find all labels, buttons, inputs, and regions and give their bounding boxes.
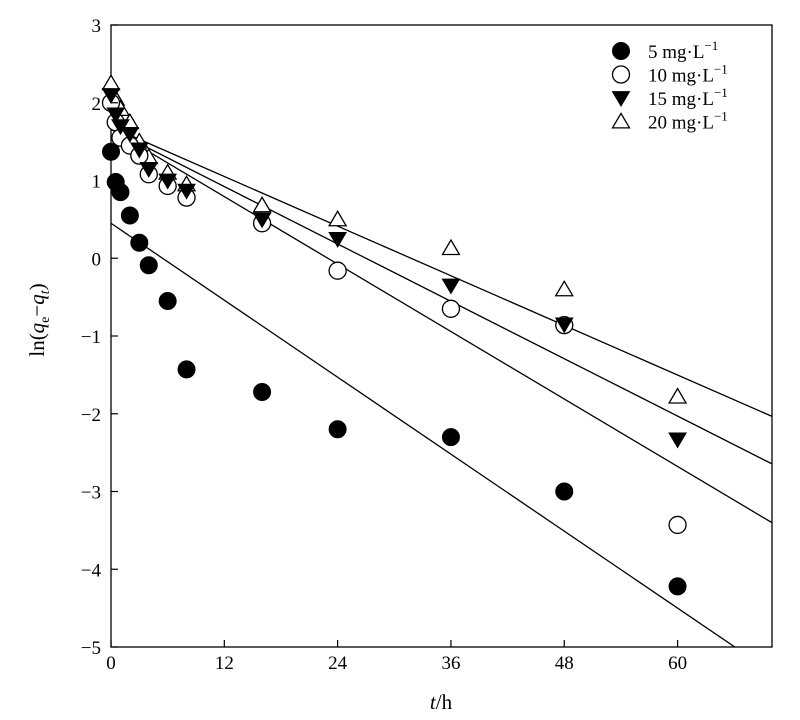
legend-label: 20 mg·L−1: [648, 109, 728, 134]
data-point-filled-triangle: [252, 212, 272, 229]
fit-line: [111, 128, 772, 465]
data-point-open-circle: [441, 299, 461, 318]
y-axis-title: ln(qe−qt): [25, 283, 53, 356]
data-point-filled-circle: [102, 142, 120, 161]
data-point-open-triangle: [554, 279, 574, 297]
data-point-filled-triangle: [129, 142, 149, 159]
data-point-open-triangle: [327, 210, 348, 227]
data-point-filled-circle: [111, 183, 130, 202]
data-point-filled-triangle: [611, 91, 631, 108]
fit-line: [111, 222, 736, 647]
data-point-open-triangle: [252, 196, 272, 213]
fit-line: [111, 126, 772, 417]
data-point-filled-circle: [120, 206, 139, 225]
data-point-open-triangle: [611, 112, 631, 129]
x-tick-label: 60: [668, 653, 687, 674]
y-tick-label: −2: [81, 405, 101, 426]
data-point-filled-circle: [555, 482, 574, 501]
y-tick-label: 3: [92, 16, 102, 37]
data-point-open-triangle: [667, 387, 688, 404]
data-point-filled-circle: [139, 256, 158, 275]
data-point-filled-circle: [158, 292, 177, 311]
fit-lines: [111, 126, 772, 647]
y-tick-label: −5: [81, 638, 101, 659]
y-tick-label: −3: [81, 483, 101, 504]
data-point-filled-triangle: [441, 278, 461, 295]
x-tick-label: 24: [328, 653, 348, 674]
data-point-filled-circle: [328, 420, 347, 439]
data-point-open-triangle: [101, 73, 121, 91]
data-point-filled-circle: [130, 233, 149, 252]
x-tick-label: 0: [106, 653, 116, 674]
legend-label: 10 mg·L−1: [648, 62, 728, 87]
data-point-filled-triangle: [668, 432, 687, 449]
data-point-filled-triangle: [111, 119, 130, 136]
data-point-filled-circle: [177, 360, 196, 379]
data-point-filled-triangle: [158, 173, 178, 190]
legend-label: 5 mg·L−1: [648, 38, 718, 63]
data-point-filled-circle: [612, 42, 630, 60]
data-point-filled-triangle: [120, 126, 140, 143]
x-axis-title: t/h: [430, 690, 453, 714]
data-point-filled-circle: [253, 382, 272, 401]
data-point-filled-circle: [441, 428, 460, 447]
data-point-filled-triangle: [554, 317, 574, 334]
data-point-filled-triangle: [139, 161, 159, 178]
y-tick-label: 1: [92, 172, 102, 193]
x-tick-label: 48: [555, 653, 574, 674]
fit-line: [111, 128, 772, 524]
data-markers: [101, 73, 688, 596]
x-tick-label: 36: [441, 653, 460, 674]
y-tick-label: −4: [81, 560, 102, 581]
legend: 5 mg·L−110 mg·L−115 mg·L−120 mg·L−1: [611, 38, 728, 134]
data-point-open-triangle: [441, 238, 461, 256]
data-point-filled-triangle: [101, 88, 121, 105]
y-tick-label: −1: [81, 327, 101, 348]
y-tick-label: 2: [92, 94, 102, 115]
y-tick-label: 0: [92, 249, 102, 270]
data-point-open-circle: [328, 261, 347, 280]
data-point-filled-circle: [668, 577, 687, 596]
data-point-filled-triangle: [328, 231, 348, 248]
legend-label: 15 mg·L−1: [648, 85, 728, 110]
data-point-filled-triangle: [177, 183, 196, 200]
data-point-open-circle: [668, 515, 687, 535]
x-tick-label: 12: [215, 653, 234, 674]
data-point-filled-triangle: [106, 107, 126, 124]
data-point-open-circle: [611, 65, 631, 84]
axis-ticks: 0 12 24 36 48 60 3 2 1 0 −1 −2 −3 −4 −5: [81, 16, 687, 674]
